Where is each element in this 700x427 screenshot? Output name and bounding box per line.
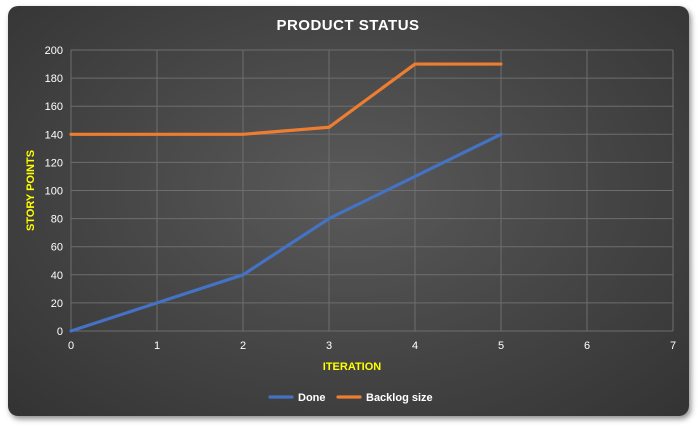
x-axis-label: ITERATION — [323, 361, 382, 373]
y-tick-label: 140 — [45, 129, 63, 141]
y-tick-label: 0 — [57, 326, 63, 338]
x-tick-label: 5 — [498, 340, 504, 352]
line-chart: PRODUCT STATUS 0204060801001201401601802… — [25, 17, 676, 404]
legend-label: Done — [298, 392, 326, 404]
y-tick-label: 200 — [45, 45, 63, 57]
y-tick-label: 80 — [51, 214, 63, 226]
grid-lines — [70, 49, 674, 332]
legend-label: Backlog size — [366, 392, 433, 404]
y-tick-label: 180 — [45, 73, 63, 85]
y-tick-label: 160 — [45, 101, 63, 113]
x-tick-label: 0 — [68, 340, 74, 352]
series-lines — [69, 62, 503, 333]
y-axis-ticks: 0 20 40 60 80 100 120 140 160 180 200 — [45, 45, 63, 338]
series-line-done — [69, 132, 503, 333]
x-tick-label: 4 — [412, 340, 418, 352]
x-axis-ticks: 0 1 2 3 4 5 6 7 — [68, 340, 676, 352]
x-tick-label: 2 — [240, 340, 246, 352]
chart-title: PRODUCT STATUS — [276, 17, 419, 34]
y-tick-label: 120 — [45, 157, 63, 169]
x-tick-label: 3 — [326, 340, 332, 352]
legend: Done Backlog size — [268, 392, 433, 404]
x-tick-label: 1 — [154, 340, 160, 352]
series-line-backlog-size — [69, 62, 503, 136]
y-tick-label: 40 — [51, 270, 63, 282]
y-tick-label: 100 — [45, 186, 63, 198]
x-tick-label: 7 — [670, 340, 676, 352]
y-axis-label: STORY POINTS — [25, 150, 37, 231]
y-tick-label: 20 — [51, 298, 63, 310]
x-tick-label: 6 — [584, 340, 590, 352]
chart-card: PRODUCT STATUS 0 20 40 60 80 100 120 140 160 180 2… — [8, 6, 689, 416]
y-tick-label: 60 — [51, 242, 63, 254]
